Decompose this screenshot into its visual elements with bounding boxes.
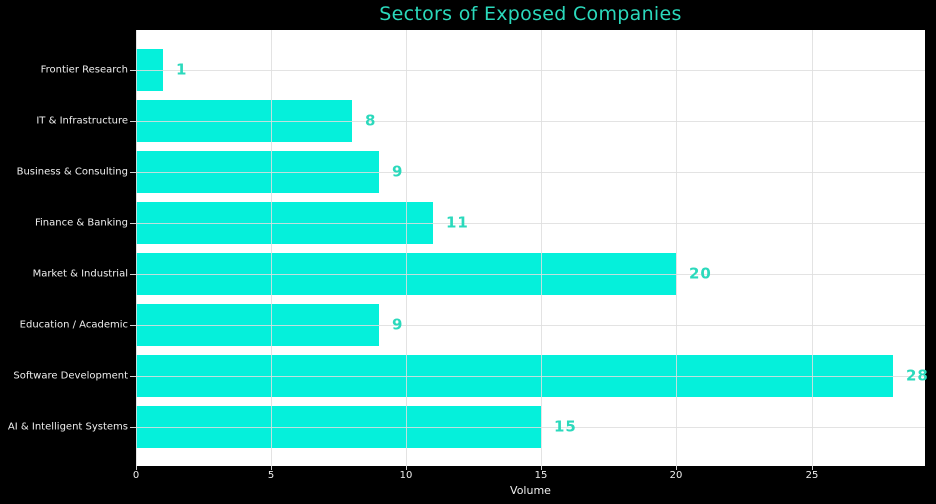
vertical-gridline: [271, 30, 272, 466]
horizontal-gridline: [136, 223, 925, 224]
horizontal-gridline: [136, 427, 925, 428]
y-axis-tick-mark: [130, 70, 136, 71]
plot-area: 1 8 9 11 20 9 28 15: [136, 30, 928, 466]
y-axis-tick-mark: [130, 121, 136, 122]
vertical-gridline: [541, 30, 542, 466]
bar-value-label: 20: [689, 264, 712, 283]
x-axis-tick-mark: [812, 466, 813, 470]
bar-value-label: 9: [392, 162, 404, 181]
x-axis-tick-mark: [271, 466, 272, 470]
y-axis-tick-mark: [130, 172, 136, 173]
bar-value-label: 8: [365, 111, 377, 130]
horizontal-gridline: [136, 376, 925, 377]
y-axis-category-label: Education / Academic: [19, 319, 128, 331]
y-axis-category-label: Software Development: [13, 370, 128, 382]
y-axis-category-label: Business & Consulting: [16, 166, 128, 178]
y-axis-category-label: Frontier Research: [40, 64, 128, 76]
y-axis-tick-mark: [130, 376, 136, 377]
y-axis-category-label: AI & Intelligent Systems: [7, 421, 128, 433]
horizontal-gridline: [136, 274, 925, 275]
x-axis-tick-label: 5: [267, 470, 275, 481]
x-axis-tick-label: 15: [534, 470, 548, 481]
bar-value-label: 15: [554, 417, 577, 436]
chart-title: Sectors of Exposed Companies: [379, 3, 682, 25]
x-axis-tick-mark: [406, 466, 407, 470]
horizontal-gridline: [136, 325, 925, 326]
y-axis-tick-mark: [130, 427, 136, 428]
y-axis-tick-mark: [130, 274, 136, 275]
bar-value-label: 28: [906, 366, 929, 385]
x-axis-label: Volume: [510, 484, 551, 497]
y-axis-category-label: Market & Industrial: [32, 268, 128, 280]
x-axis-tick-mark: [136, 466, 137, 470]
x-axis-tick-label: 10: [399, 470, 413, 481]
horizontal-gridline: [136, 121, 925, 122]
x-axis-tick-label: 20: [669, 470, 683, 481]
horizontal-gridline: [136, 172, 925, 173]
bar-value-label: 1: [176, 60, 188, 79]
bar-value-label: 9: [392, 315, 404, 334]
vertical-gridline: [812, 30, 813, 466]
bar-value-label: 11: [446, 213, 469, 232]
y-axis-tick-mark: [130, 223, 136, 224]
vertical-gridline: [406, 30, 407, 466]
x-axis-tick-label: 25: [805, 470, 819, 481]
vertical-gridline: [136, 30, 137, 466]
vertical-gridline: [676, 30, 677, 466]
horizontal-gridline: [136, 70, 925, 71]
x-axis-tick-mark: [541, 466, 542, 470]
y-axis-category-label: IT & Infrastructure: [36, 115, 128, 127]
x-axis-tick-label: 0: [132, 470, 140, 481]
x-axis-tick-mark: [676, 466, 677, 470]
y-axis-tick-mark: [130, 325, 136, 326]
y-axis-category-label: Finance & Banking: [35, 217, 128, 229]
